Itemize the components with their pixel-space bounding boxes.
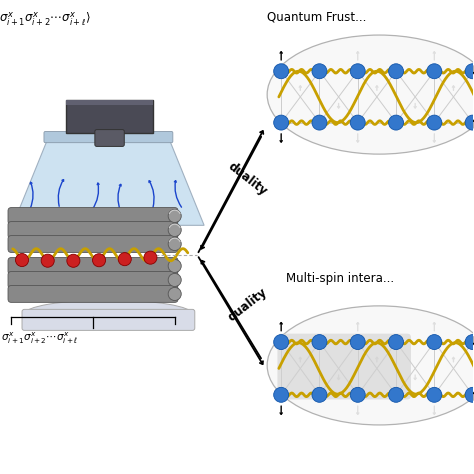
Text: Multi-spin intera...: Multi-spin intera... [286,272,394,285]
FancyBboxPatch shape [66,100,153,105]
Circle shape [273,387,289,402]
FancyBboxPatch shape [8,257,178,274]
Circle shape [350,387,365,402]
FancyBboxPatch shape [22,310,195,330]
FancyBboxPatch shape [277,334,411,400]
FancyBboxPatch shape [8,285,178,302]
Circle shape [389,115,403,130]
Text: $\sigma_{i+1}^x \sigma_{i+2}^x \cdots \sigma_{i+\ell}^x$: $\sigma_{i+1}^x \sigma_{i+2}^x \cdots \s… [1,330,78,346]
Circle shape [273,335,289,349]
Circle shape [312,335,327,349]
Circle shape [389,64,403,79]
FancyBboxPatch shape [8,272,178,288]
Circle shape [389,387,403,402]
FancyBboxPatch shape [66,100,153,133]
Circle shape [312,64,327,79]
Circle shape [67,254,80,267]
Circle shape [350,64,365,79]
Circle shape [168,223,181,237]
Circle shape [168,273,181,286]
Circle shape [427,64,442,79]
Ellipse shape [24,300,192,328]
FancyBboxPatch shape [8,236,178,253]
FancyBboxPatch shape [95,129,124,146]
Ellipse shape [267,306,474,425]
Circle shape [273,115,289,130]
Circle shape [427,387,442,402]
Ellipse shape [267,35,474,154]
Circle shape [312,115,327,130]
Circle shape [389,335,403,349]
Circle shape [118,253,131,266]
Circle shape [168,259,181,273]
Circle shape [350,115,365,130]
Circle shape [16,254,28,266]
FancyBboxPatch shape [8,208,178,224]
Circle shape [168,237,181,251]
Text: duality: duality [225,285,269,324]
Circle shape [92,254,106,267]
Circle shape [465,64,474,79]
Circle shape [465,115,474,130]
Circle shape [427,335,442,349]
Circle shape [168,210,181,222]
Circle shape [465,387,474,402]
Circle shape [427,115,442,130]
Circle shape [465,335,474,349]
Text: $\sigma_{i+1}^x \sigma_{i+2}^x \cdots \sigma_{i+\ell}^x\rangle$: $\sigma_{i+1}^x \sigma_{i+2}^x \cdots \s… [0,10,91,28]
Text: Quantum Frust...: Quantum Frust... [267,10,366,24]
Circle shape [144,251,157,264]
Circle shape [168,287,181,301]
Circle shape [273,64,289,79]
Circle shape [350,335,365,349]
FancyBboxPatch shape [44,131,173,143]
Polygon shape [13,139,204,225]
Circle shape [41,254,54,267]
Circle shape [312,387,327,402]
FancyBboxPatch shape [8,221,178,238]
Text: duality: duality [225,159,269,198]
